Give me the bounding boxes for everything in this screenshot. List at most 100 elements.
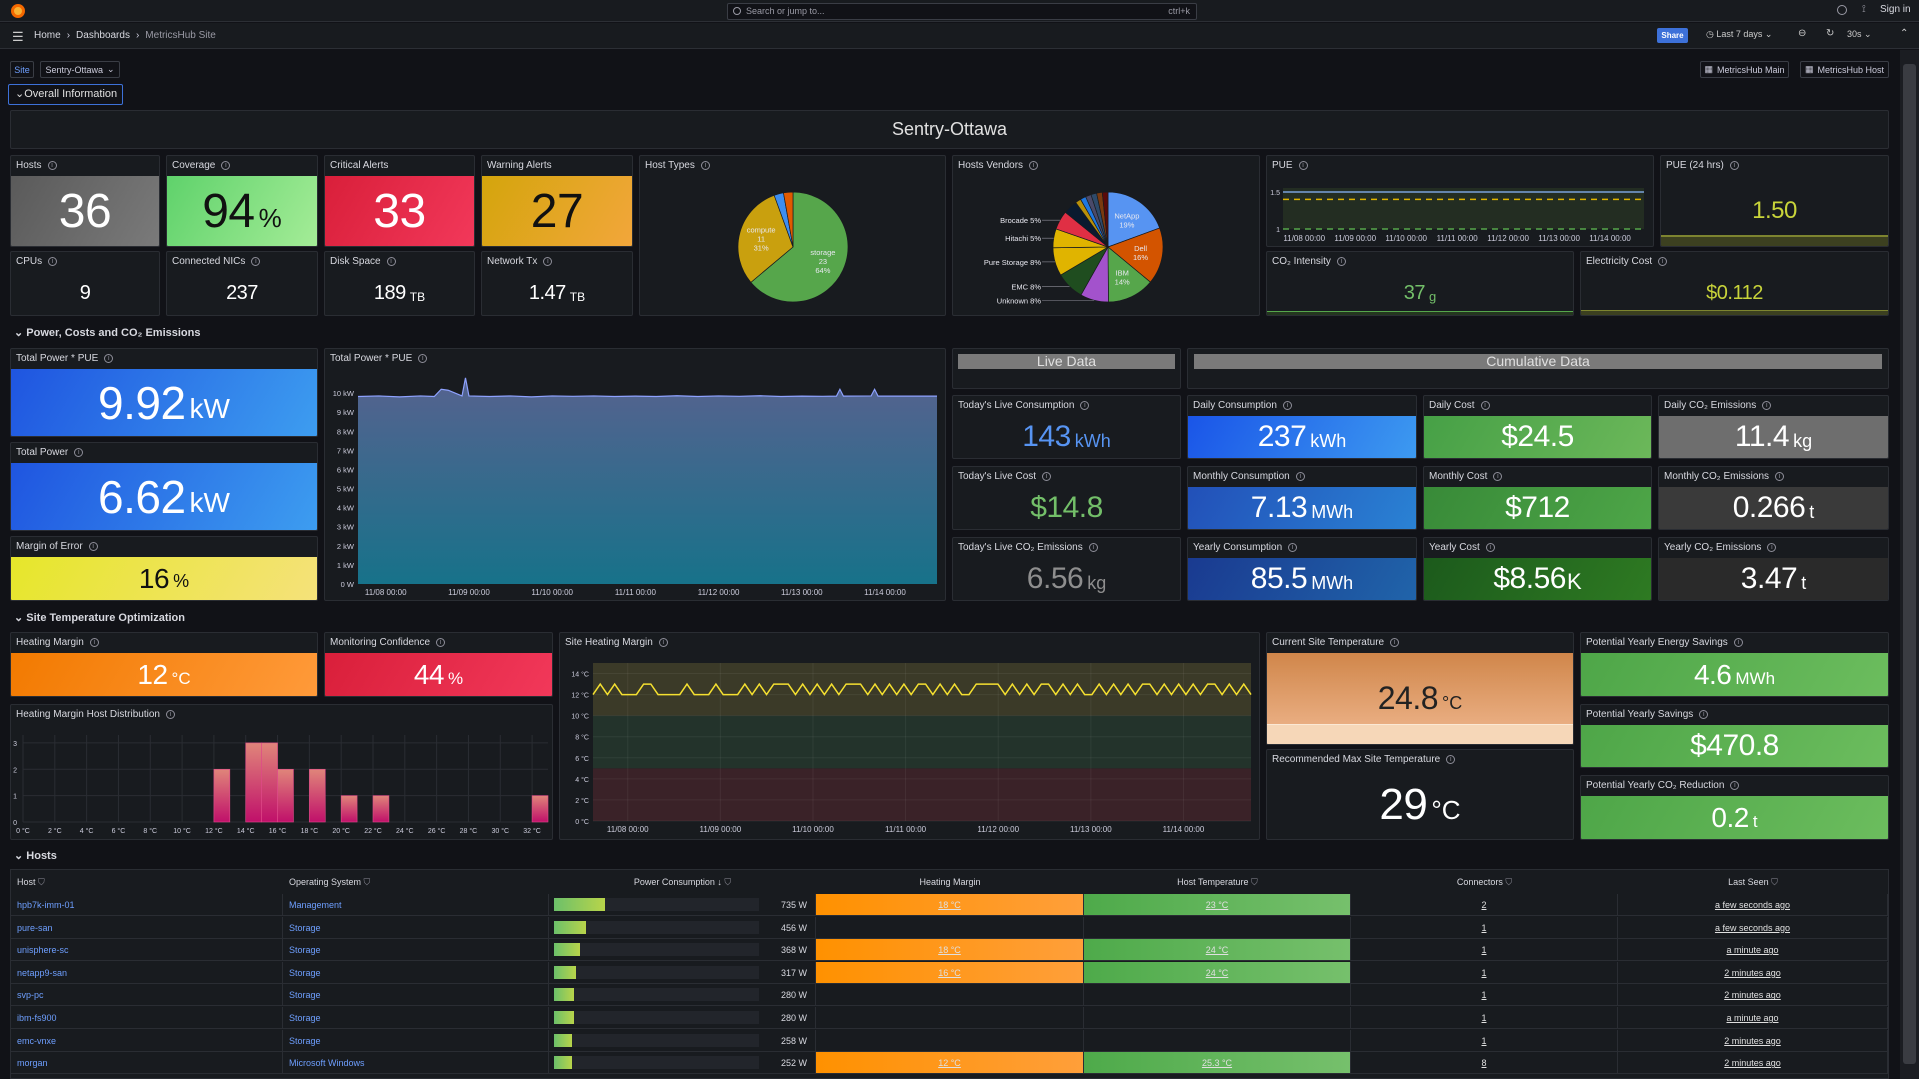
time-picker[interactable]: ◷ Last 7 days ⌄ — [1706, 29, 1773, 39]
last-seen-value[interactable]: a minute ago — [1726, 945, 1779, 956]
connectors-value[interactable]: 1 — [1481, 922, 1487, 933]
filter-icon[interactable]: ⛉ — [1502, 877, 1513, 887]
connectors-value[interactable]: 1 — [1481, 967, 1487, 978]
connectors-cell[interactable]: 1 — [1351, 939, 1618, 962]
info-icon[interactable]: i — [1288, 543, 1298, 552]
last-seen-cell[interactable]: 2 minutes ago — [1618, 1029, 1888, 1052]
info-icon[interactable]: i — [1493, 472, 1503, 481]
heating-margin-cell[interactable]: 16 °C — [816, 961, 1084, 984]
host-link[interactable]: emc-vnxe — [17, 1035, 57, 1046]
filter-icon[interactable]: ⛉ — [1248, 877, 1258, 887]
info-icon[interactable]: i — [1730, 781, 1740, 790]
info-icon[interactable]: i — [418, 354, 428, 363]
grafana-logo-icon[interactable] — [11, 4, 25, 18]
os-cell[interactable]: Storage — [283, 916, 549, 939]
info-icon[interactable]: i — [1485, 543, 1495, 552]
info-icon[interactable]: i — [1699, 710, 1709, 719]
info-icon[interactable]: i — [1762, 401, 1772, 410]
last-seen-cell[interactable]: a few seconds ago — [1618, 894, 1888, 916]
share-button[interactable]: Share — [1657, 28, 1688, 43]
os-link[interactable]: Microsoft Windows — [289, 1058, 365, 1069]
column-header[interactable]: Last Seen ⛉ — [1618, 870, 1888, 894]
scrollbar[interactable] — [1900, 50, 1919, 1079]
info-icon[interactable]: i — [251, 257, 261, 266]
connectors-value[interactable]: 1 — [1481, 1035, 1487, 1046]
info-icon[interactable]: i — [386, 257, 396, 266]
host-temperature-cell[interactable] — [1084, 1007, 1351, 1029]
table-row[interactable]: emc-vnxe Storage 258 W 1 2 minutes ago — [11, 1029, 1888, 1052]
scrollbar-thumb[interactable] — [1903, 64, 1916, 1064]
table-row[interactable]: unisphere-sc Storage 368 W 18 °C 24 °C 1 a min… — [11, 939, 1888, 962]
info-icon[interactable]: i — [1480, 401, 1490, 410]
row-site-temperature[interactable]: ⌄ Site Temperature Optimization — [14, 612, 185, 624]
column-header[interactable]: Host ⛉ — [11, 870, 283, 894]
os-cell[interactable]: Microsoft Windows — [283, 1052, 549, 1075]
last-seen-value[interactable]: 2 minutes ago — [1724, 990, 1781, 1001]
filter-icon[interactable]: ⛉ — [361, 877, 371, 887]
os-link[interactable]: Storage — [289, 1035, 321, 1046]
heating-margin-cell[interactable] — [816, 984, 1084, 1007]
collapse-icon[interactable]: ⌃ — [1900, 28, 1909, 39]
info-icon[interactable]: i — [1080, 401, 1090, 410]
last-seen-value[interactable]: a few seconds ago — [1714, 900, 1791, 910]
host-temperature-cell[interactable] — [1084, 984, 1351, 1007]
last-seen-cell[interactable]: 2 minutes ago — [1618, 984, 1888, 1007]
connectors-cell[interactable]: 1 — [1351, 1029, 1618, 1052]
os-link[interactable]: Storage — [289, 945, 321, 956]
info-icon[interactable]: i — [1775, 472, 1785, 481]
column-header[interactable]: Operating System ⛉ — [283, 870, 549, 894]
heating-margin-cell[interactable]: 12 °C — [816, 1052, 1084, 1075]
info-icon[interactable]: i — [48, 257, 58, 266]
heating-margin-cell[interactable] — [816, 1007, 1084, 1029]
info-icon[interactable]: i — [165, 710, 175, 719]
host-temperature-value[interactable]: 23 °C — [1205, 900, 1229, 910]
host-temperature-cell[interactable] — [1084, 916, 1351, 939]
host-cell[interactable]: unisphere-sc — [11, 939, 283, 962]
info-icon[interactable]: i — [543, 257, 553, 266]
os-cell[interactable]: Storage — [283, 1007, 549, 1029]
last-seen-cell[interactable]: a few seconds ago — [1618, 916, 1888, 939]
host-cell[interactable]: morgan — [11, 1052, 283, 1075]
last-seen-value[interactable]: 2 minutes ago — [1724, 1035, 1781, 1046]
host-temperature-cell[interactable] — [1084, 1029, 1351, 1052]
help-icon[interactable] — [1837, 5, 1847, 15]
zoom-out-icon[interactable]: ⊖ — [1798, 28, 1807, 39]
heating-margin-cell[interactable] — [816, 916, 1084, 939]
table-row[interactable]: netapp9-san Storage 317 W 16 °C 24 °C 1 2 minu… — [11, 961, 1888, 984]
connectors-cell[interactable]: 2 — [1351, 894, 1618, 916]
info-icon[interactable]: i — [1446, 755, 1456, 764]
info-icon[interactable]: i — [1298, 161, 1308, 170]
row-overall-information[interactable]: ⌄Overall Information — [8, 84, 123, 105]
last-seen-cell[interactable]: a minute ago — [1618, 1007, 1888, 1029]
heating-margin-cell[interactable]: 18 °C — [816, 939, 1084, 962]
last-seen-cell[interactable]: a minute ago — [1618, 939, 1888, 962]
host-temperature-value[interactable]: 24 °C — [1205, 967, 1229, 978]
host-temperature-cell[interactable]: 24 °C — [1084, 961, 1351, 984]
info-icon[interactable]: i — [1042, 472, 1052, 481]
row-power-costs[interactable]: ⌄ Power, Costs and CO₂ Emissions — [14, 327, 201, 339]
host-temperature-cell[interactable]: 25.3 °C — [1084, 1052, 1351, 1075]
sign-in-link[interactable]: Sign in — [1880, 4, 1911, 15]
last-seen-value[interactable]: a few seconds ago — [1714, 922, 1791, 933]
os-link[interactable]: Storage — [289, 990, 321, 1001]
host-link[interactable]: netapp9-san — [17, 967, 68, 978]
host-link[interactable]: hpb7k-imm-01 — [17, 900, 75, 910]
info-icon[interactable]: i — [104, 354, 114, 363]
refresh-interval[interactable]: 30s ⌄ — [1847, 29, 1872, 39]
last-seen-value[interactable]: 2 minutes ago — [1724, 967, 1781, 978]
info-icon[interactable]: i — [1088, 543, 1098, 552]
link-metricshub-main[interactable]: ▦ MetricsHub Main — [1700, 61, 1789, 78]
host-link[interactable]: unisphere-sc — [17, 945, 69, 956]
connectors-value[interactable]: 1 — [1481, 1013, 1487, 1023]
column-header[interactable]: Host Temperature ⛉ — [1084, 870, 1351, 894]
info-icon[interactable]: i — [658, 638, 668, 647]
host-temperature-cell[interactable]: 23 °C — [1084, 894, 1351, 916]
host-temperature-value[interactable]: 25.3 °C — [1201, 1058, 1233, 1069]
host-cell[interactable]: pure-san — [11, 916, 283, 939]
host-link[interactable]: ibm-fs900 — [17, 1013, 57, 1023]
host-link[interactable]: svp-pc — [17, 990, 44, 1001]
os-cell[interactable]: Storage — [283, 961, 549, 984]
os-link[interactable]: Storage — [289, 967, 321, 978]
host-temperature-value[interactable]: 24 °C — [1205, 945, 1229, 956]
connectors-value[interactable]: 8 — [1481, 1058, 1487, 1069]
